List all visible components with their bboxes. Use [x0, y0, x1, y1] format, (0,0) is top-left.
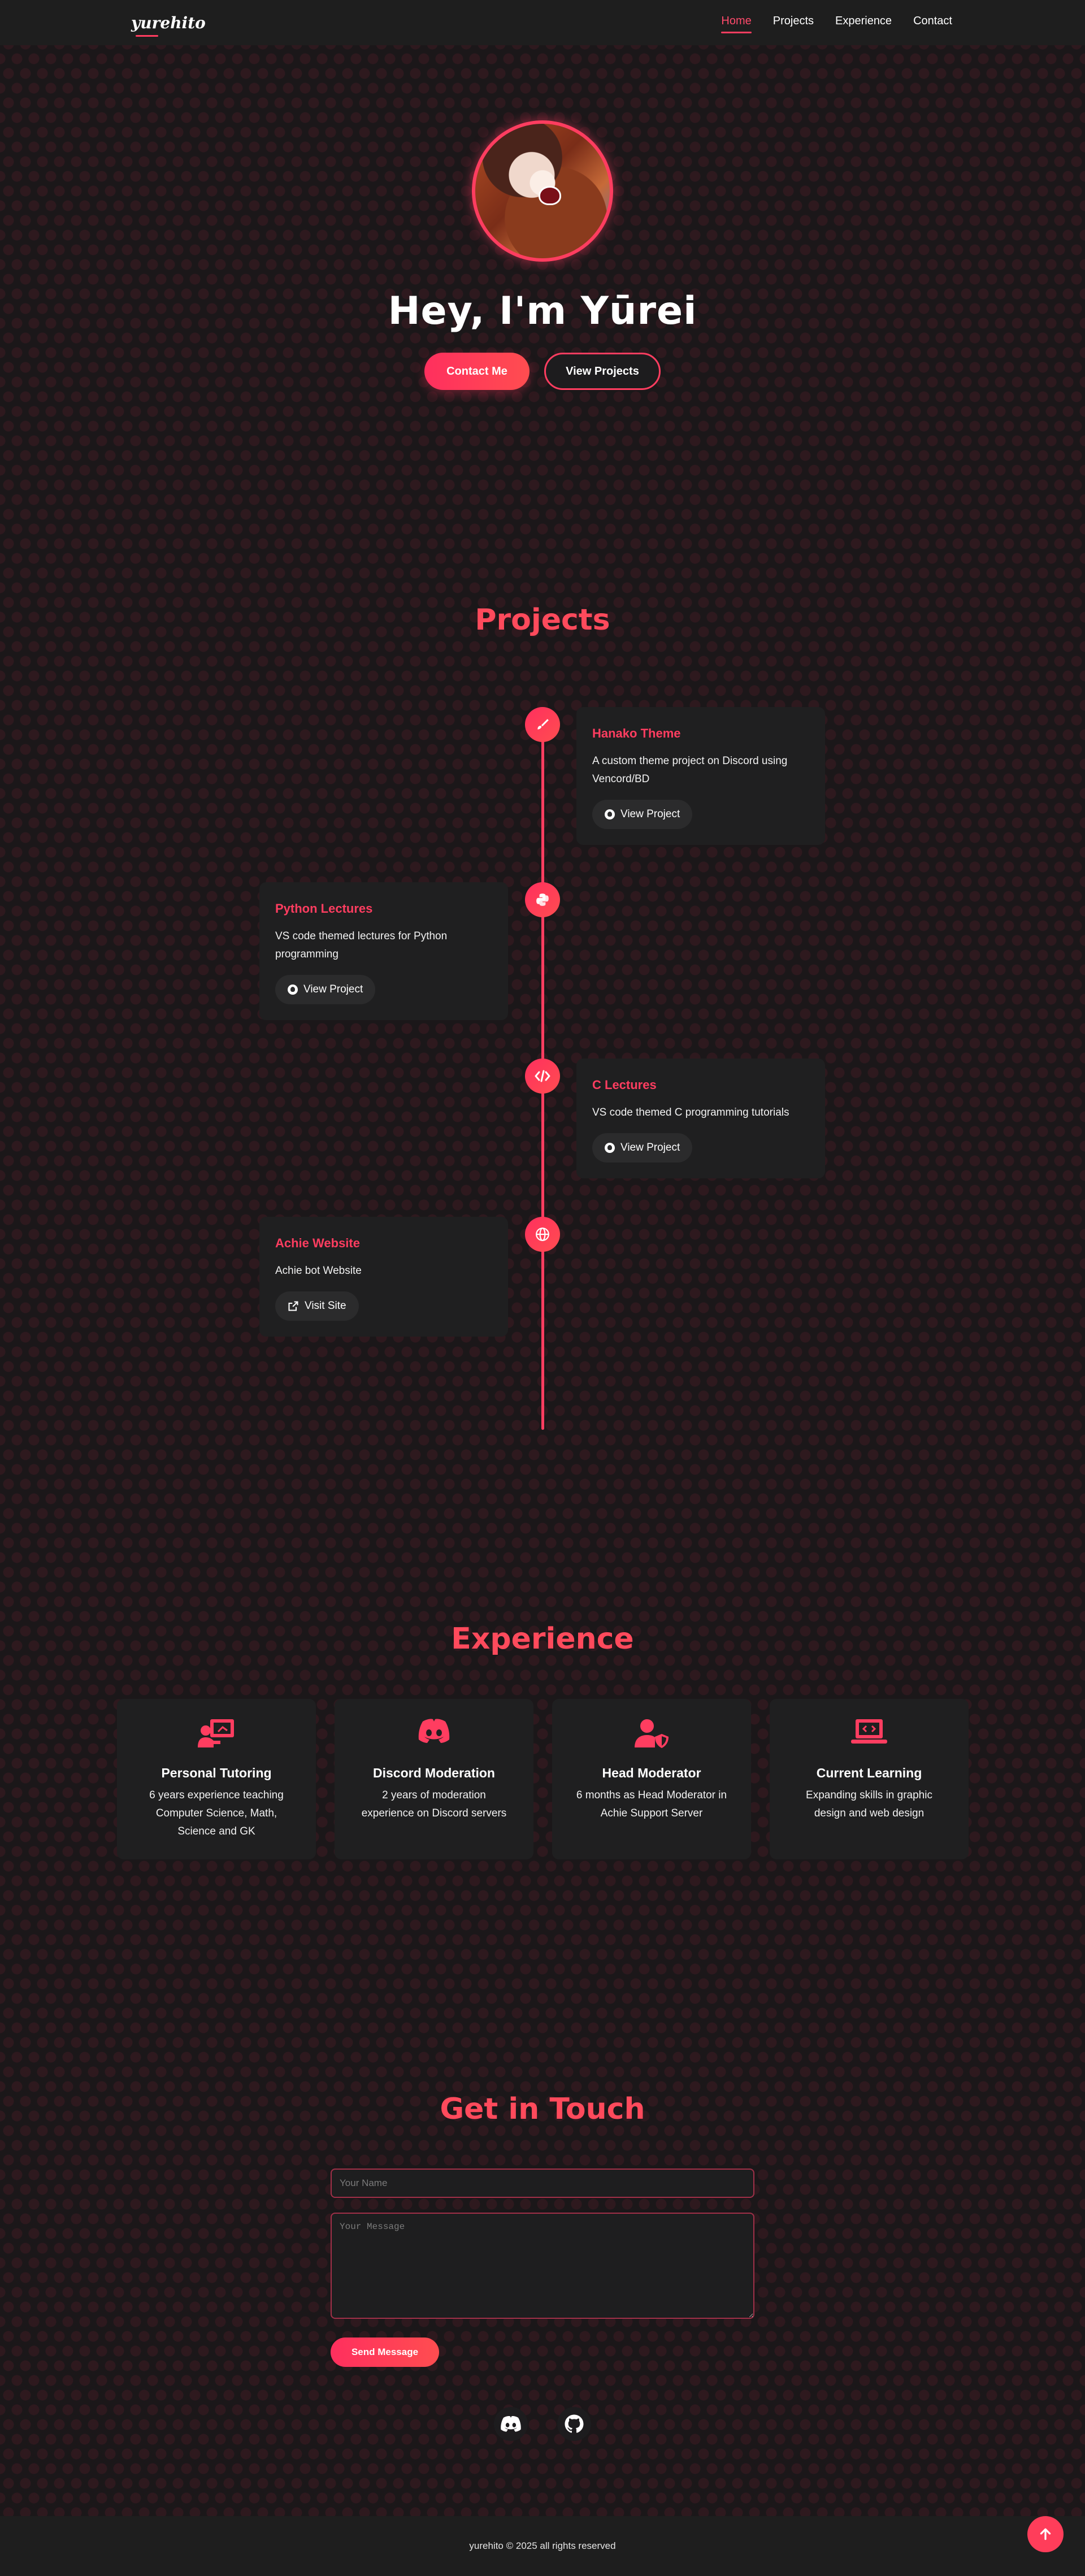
- globe-icon: [525, 1217, 560, 1252]
- social-links: [0, 2407, 1085, 2441]
- laptop-code-icon: [770, 1718, 969, 1751]
- site-logo[interactable]: yurehito: [131, 13, 206, 37]
- message-textarea[interactable]: [331, 2213, 754, 2319]
- view-project-label: View Project: [620, 1142, 680, 1153]
- project-card-achie-website: Achie Website Achie bot Website Visit Si…: [259, 1217, 508, 1337]
- profile-avatar: [472, 120, 613, 262]
- navbar: yurehito Home Projects Experience Contac…: [0, 0, 1085, 45]
- name-input[interactable]: [331, 2169, 754, 2198]
- nav-link-home[interactable]: Home: [721, 15, 752, 33]
- discord-icon: [501, 2415, 521, 2432]
- experience-description: 2 years of moderation experience on Disc…: [361, 1789, 507, 1819]
- discord-icon: [335, 1718, 533, 1751]
- project-card-c-lectures: C Lectures VS code themed C programming …: [576, 1059, 825, 1178]
- experience-card-discord-moderation: Discord Moderation 2 years of moderation…: [335, 1699, 533, 1859]
- project-card-python-lectures: Python Lectures VS code themed lectures …: [259, 882, 508, 1020]
- hero-title: Hey, I'm Yūrei: [388, 289, 697, 333]
- github-link[interactable]: [557, 2407, 591, 2441]
- experience-description: Expanding skills in graphic design and w…: [806, 1789, 932, 1819]
- view-project-label: View Project: [620, 808, 680, 820]
- contact-form: Send Message: [331, 2169, 754, 2367]
- footer-text: yurehito © 2025 all rights reserved: [469, 2540, 616, 2551]
- user-shield-icon: [552, 1718, 751, 1751]
- view-project-label: View Project: [303, 983, 363, 995]
- experience-card-head-moderator: Head Moderator 6 months as Head Moderato…: [552, 1699, 751, 1859]
- teacher-icon: [117, 1718, 316, 1751]
- projects-section-title: Projects: [475, 603, 610, 637]
- brush-icon: [525, 707, 560, 742]
- experience-section-title: Experience: [451, 1622, 634, 1656]
- hero-buttons: Contact Me View Projects: [0, 353, 1085, 390]
- footer: yurehito © 2025 all rights reserved: [0, 2516, 1085, 2576]
- view-projects-button[interactable]: View Projects: [544, 353, 661, 390]
- project-description: VS code themed C programming tutorials: [592, 1107, 789, 1118]
- experience-title: Personal Tutoring: [161, 1766, 272, 1780]
- project-description: VS code themed lectures for Python progr…: [275, 930, 448, 960]
- visit-site-button[interactable]: Visit Site: [275, 1291, 359, 1321]
- experience-title: Current Learning: [816, 1766, 922, 1780]
- project-title: Achie Website: [275, 1236, 360, 1250]
- github-icon: [565, 2414, 584, 2433]
- avatar-illustration: [539, 186, 561, 205]
- contact-me-button[interactable]: Contact Me: [424, 353, 530, 390]
- contact-section-title: Get in Touch: [440, 2092, 645, 2126]
- nav-link-contact[interactable]: Contact: [913, 14, 952, 27]
- nav-links: Home Projects Experience Contact: [721, 14, 952, 33]
- view-project-button[interactable]: View Project: [592, 1133, 693, 1163]
- project-title: Python Lectures: [275, 901, 373, 916]
- python-icon: [525, 882, 560, 917]
- view-project-button[interactable]: View Project: [275, 975, 376, 1004]
- experience-description: 6 years experience teaching Computer Sci…: [149, 1789, 284, 1837]
- experience-description: 6 months as Head Moderator in Achie Supp…: [576, 1789, 727, 1819]
- experience-title: Head Moderator: [602, 1766, 701, 1780]
- github-icon: [288, 985, 298, 995]
- send-message-button[interactable]: Send Message: [331, 2338, 439, 2367]
- github-icon: [605, 809, 615, 819]
- project-card-hanako-theme: Hanako Theme A custom theme project on D…: [576, 707, 825, 845]
- experience-card-tutoring: Personal Tutoring 6 years experience tea…: [117, 1699, 316, 1859]
- experience-title: Discord Moderation: [373, 1766, 495, 1780]
- project-description: A custom theme project on Discord using …: [592, 755, 788, 785]
- external-link-icon: [288, 1301, 298, 1311]
- hero-section: Hey, I'm Yūrei Contact Me View Projects: [0, 120, 1085, 390]
- visit-site-label: Visit Site: [305, 1300, 346, 1312]
- project-title: C Lectures: [592, 1078, 657, 1092]
- nav-link-projects[interactable]: Projects: [772, 14, 814, 27]
- project-description: Achie bot Website: [275, 1265, 362, 1277]
- nav-link-experience[interactable]: Experience: [835, 14, 892, 27]
- scroll-to-top-button[interactable]: [1027, 2516, 1064, 2552]
- project-title: Hanako Theme: [592, 726, 681, 740]
- code-icon: [525, 1059, 560, 1094]
- github-icon: [605, 1143, 615, 1153]
- experience-card-current-learning: Current Learning Expanding skills in gra…: [770, 1699, 969, 1859]
- discord-link[interactable]: [494, 2407, 528, 2441]
- arrow-up-icon: [1040, 2528, 1051, 2540]
- view-project-button[interactable]: View Project: [592, 800, 693, 829]
